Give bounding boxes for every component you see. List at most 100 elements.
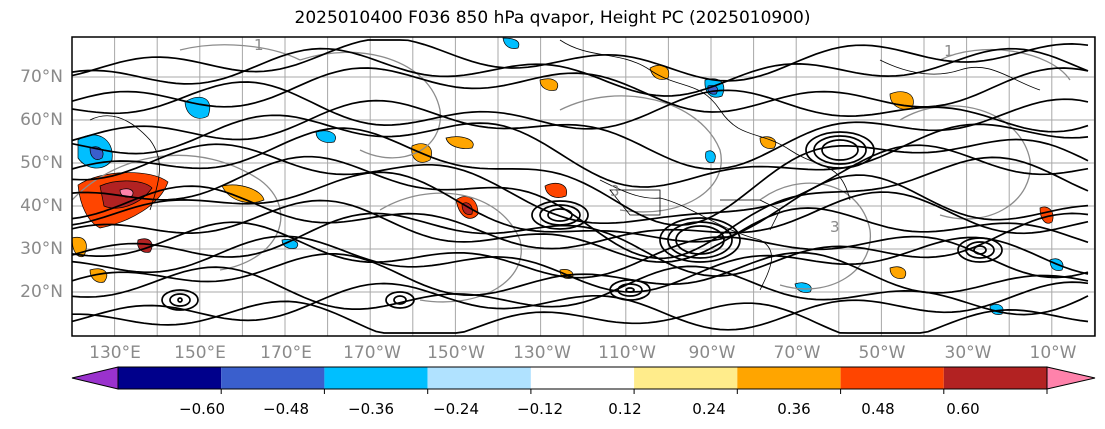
closed-low-contour bbox=[821, 139, 859, 161]
height-contour bbox=[71, 235, 1089, 293]
closed-low-contour bbox=[667, 221, 733, 259]
contour-label: 1 bbox=[254, 36, 264, 54]
height-contour bbox=[71, 81, 1089, 133]
lon-label: 170°E bbox=[260, 343, 312, 363]
colorbar-tick-label: 0.24 bbox=[692, 400, 726, 418]
colorbar-segment bbox=[530, 367, 635, 389]
closed-low-contour bbox=[625, 287, 635, 293]
colorbar-segment bbox=[118, 367, 222, 389]
colorbar-extend-low bbox=[71, 366, 119, 390]
height-contour bbox=[71, 67, 1089, 113]
qvapor-patch bbox=[649, 64, 670, 80]
map-title: 2025010400 F036 850 hPa qvapor, Height P… bbox=[294, 8, 811, 28]
height-contour bbox=[71, 47, 1089, 97]
lon-label: 50°W bbox=[858, 343, 906, 363]
qvapor-patch bbox=[544, 182, 568, 198]
coastline bbox=[89, 115, 160, 211]
coastline bbox=[720, 199, 781, 231]
lat-label-20n: 20°N bbox=[20, 282, 63, 302]
colorbar-tick-label: −0.24 bbox=[433, 400, 479, 418]
colorbar-tick-label: 0.48 bbox=[861, 400, 895, 418]
coastline bbox=[559, 39, 851, 201]
height-contour bbox=[71, 185, 1089, 250]
closed-low-contour bbox=[531, 200, 589, 230]
closed-low-contour bbox=[609, 279, 651, 301]
lon-label: 70°W bbox=[773, 343, 821, 363]
colorbar-tick-label: 0.36 bbox=[777, 400, 811, 418]
colorbar-segment bbox=[943, 367, 1047, 389]
closed-low-contour bbox=[385, 291, 415, 309]
colorbar-tick-label: −0.12 bbox=[517, 400, 563, 418]
contour-label: 1 bbox=[944, 42, 954, 60]
pc-contour bbox=[899, 105, 1031, 220]
colorbar-segment bbox=[427, 367, 531, 389]
lat-label-30n: 30°N bbox=[20, 239, 63, 259]
pc-contour bbox=[379, 192, 522, 303]
map-frame bbox=[71, 36, 1096, 337]
height-contour bbox=[71, 221, 1089, 279]
colorbar-segment bbox=[324, 367, 428, 389]
colorbar-extend-high bbox=[1046, 366, 1096, 390]
closed-low-contour bbox=[805, 131, 875, 169]
lat-label-60n: 60°N bbox=[20, 110, 63, 130]
pc-contour bbox=[759, 182, 871, 290]
closed-low-contour bbox=[957, 237, 1003, 263]
colorbar-segment bbox=[634, 367, 738, 389]
closed-low-contour bbox=[547, 208, 573, 222]
colorbar bbox=[71, 366, 1096, 394]
lon-label: 170°W bbox=[343, 343, 401, 363]
closed-low-contour bbox=[659, 217, 741, 263]
closed-low-contour bbox=[617, 283, 643, 297]
colorbar-segment bbox=[221, 367, 325, 389]
qvapor-patch bbox=[705, 150, 716, 163]
lon-label: 150°W bbox=[427, 343, 485, 363]
lon-label: 130°W bbox=[513, 343, 571, 363]
qvapor-patch bbox=[759, 136, 777, 149]
height-contour bbox=[71, 127, 1089, 227]
lon-label: 150°E bbox=[174, 343, 226, 363]
coastline bbox=[599, 179, 772, 291]
height-contour bbox=[71, 155, 1089, 260]
pc-contour bbox=[179, 44, 301, 61]
qvapor-patch bbox=[445, 136, 474, 149]
colorbar-tick-label: −0.48 bbox=[263, 400, 309, 418]
height-contour bbox=[71, 171, 1089, 243]
closed-low-contour bbox=[161, 289, 199, 311]
colorbar-frame bbox=[117, 366, 1048, 390]
lon-label: 10°W bbox=[1029, 343, 1077, 363]
qvapor-patch bbox=[221, 184, 265, 203]
lon-label: 130°E bbox=[89, 343, 141, 363]
height-contour bbox=[71, 212, 1089, 277]
lat-label-50n: 50°N bbox=[20, 153, 63, 173]
lon-label: 90°W bbox=[688, 343, 736, 363]
colorbar-segment bbox=[840, 367, 944, 389]
coastlines bbox=[89, 39, 1041, 291]
height-contour bbox=[71, 39, 1089, 82]
qvapor-patch bbox=[119, 188, 134, 198]
height-contour bbox=[71, 281, 1089, 331]
closed-low-contour bbox=[177, 297, 183, 303]
closed-low-contour bbox=[169, 293, 191, 307]
height-contour bbox=[71, 98, 1089, 170]
colorbar-segment bbox=[737, 367, 841, 389]
closed-low-contour bbox=[539, 204, 581, 226]
pc-contour bbox=[71, 154, 282, 271]
closed-low-contour bbox=[675, 225, 725, 255]
colorbar-tick-label: −0.60 bbox=[179, 400, 225, 418]
height-contour bbox=[72, 300, 1089, 334]
closed-low-contour bbox=[393, 295, 407, 305]
coastline bbox=[609, 189, 661, 216]
qvapor-patch bbox=[889, 266, 907, 279]
height-contour bbox=[71, 265, 1089, 316]
height-contours bbox=[71, 39, 1089, 334]
height-contour bbox=[71, 143, 1089, 225]
colorbar-tick-label: −0.36 bbox=[348, 400, 394, 418]
qvapor-patch bbox=[315, 130, 336, 143]
colorbar-tick-label: 0.12 bbox=[608, 400, 642, 418]
lat-label-40n: 40°N bbox=[20, 196, 63, 216]
lon-label: 30°W bbox=[944, 343, 992, 363]
lon-label: 110°W bbox=[598, 343, 656, 363]
qvapor-patch bbox=[539, 78, 559, 91]
height-contour bbox=[71, 114, 1089, 188]
